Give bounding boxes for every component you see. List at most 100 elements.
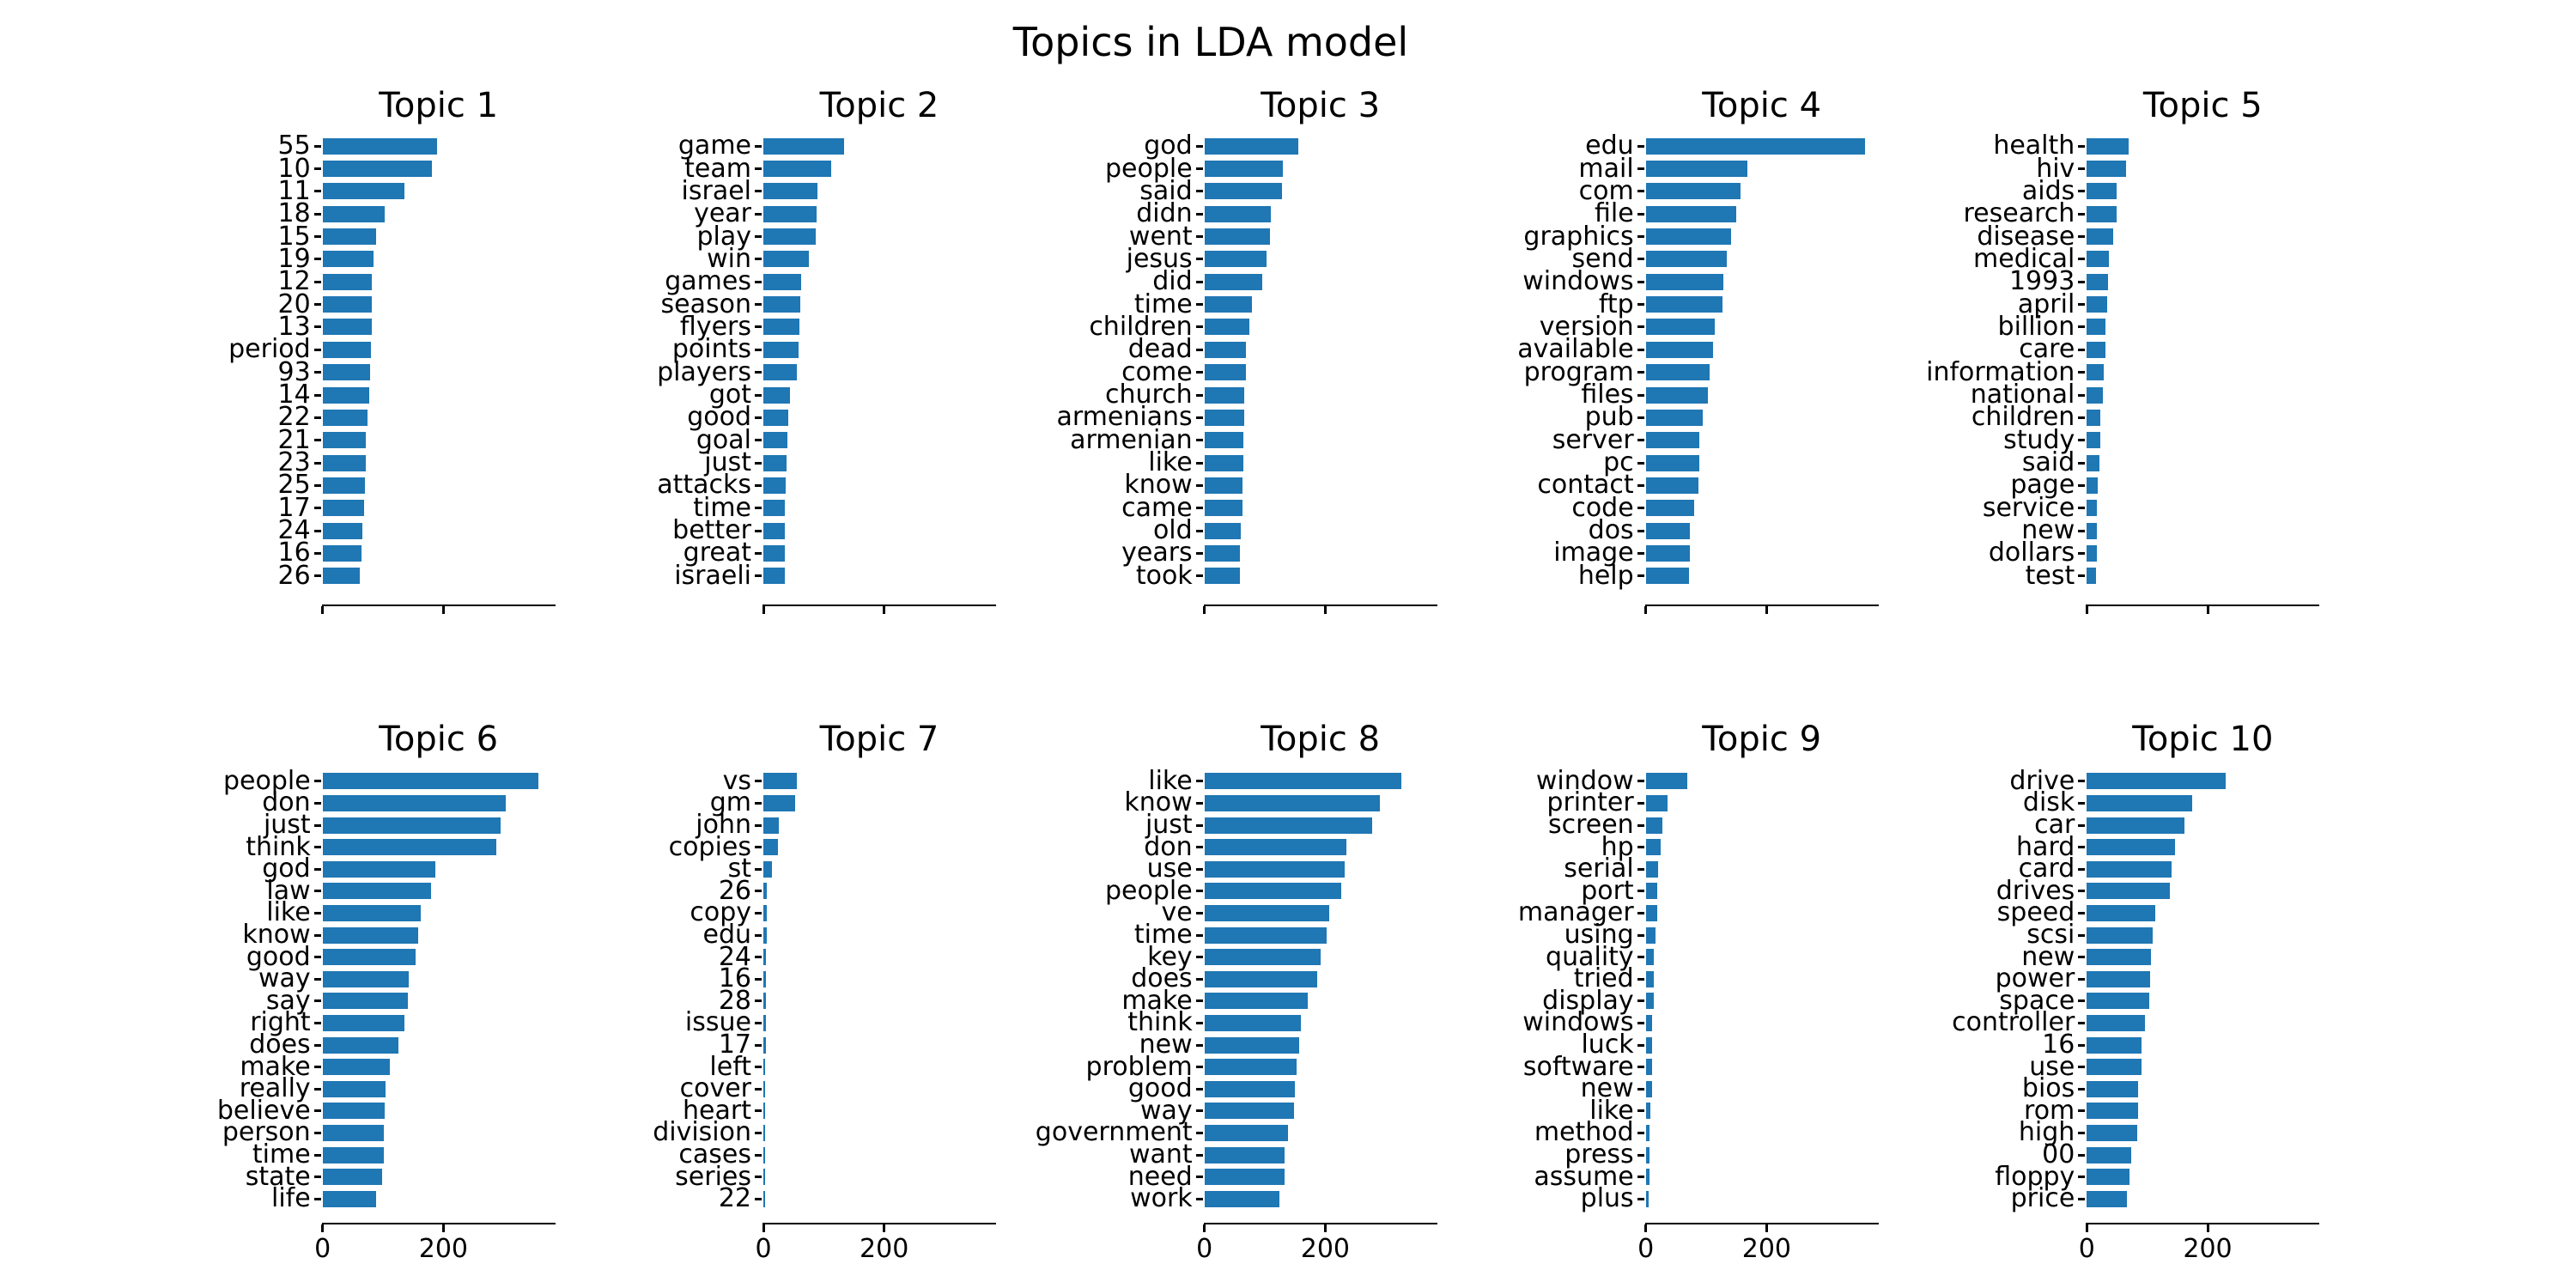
bar — [322, 1080, 386, 1097]
subplot-title: Topic 10 — [2132, 720, 2274, 759]
word-label: ftp — [1598, 289, 1634, 319]
bar — [322, 1036, 398, 1054]
word-label: series — [675, 1161, 751, 1192]
word-label: 12 — [277, 266, 311, 297]
x-tick-mark — [1323, 1224, 1327, 1232]
bar — [1645, 794, 1668, 811]
bar — [1204, 1124, 1289, 1141]
bar — [322, 927, 418, 944]
bar — [1204, 522, 1241, 539]
x-tick-mark — [2206, 606, 2209, 614]
bar — [763, 544, 785, 562]
y-tick-mark — [1195, 574, 1203, 578]
word-label: method — [1534, 1117, 1634, 1148]
y-tick-mark — [1637, 1153, 1644, 1157]
word-label: children — [1971, 402, 2075, 433]
word-label: send — [1571, 243, 1634, 274]
bar — [1645, 904, 1658, 921]
y-tick-mark — [313, 212, 321, 216]
y-tick-mark — [1637, 999, 1644, 1003]
word-label: 1993 — [2008, 266, 2075, 297]
word-label: use — [2029, 1051, 2075, 1082]
word-label: 16 — [718, 963, 751, 994]
bar — [1204, 817, 1372, 834]
word-label: 17 — [277, 492, 311, 523]
word-label: state — [245, 1161, 311, 1192]
word-label: make — [240, 1051, 311, 1082]
bar — [1645, 839, 1661, 856]
bar — [2087, 1103, 2139, 1120]
word-label: controller — [1952, 1007, 2075, 1038]
bar — [1204, 544, 1241, 562]
bar — [1204, 364, 1247, 381]
word-label: com — [1578, 175, 1634, 206]
y-tick-mark — [1637, 1109, 1644, 1113]
bar — [322, 1124, 385, 1141]
bar — [2087, 205, 2117, 222]
bar — [322, 1146, 385, 1163]
subplot-title: Topic 1 — [379, 86, 499, 125]
word-label: god — [1144, 131, 1193, 161]
y-tick-mark — [1637, 1043, 1644, 1047]
word-label: bios — [2021, 1073, 2075, 1104]
y-tick-mark — [755, 280, 762, 283]
word-label: left — [709, 1051, 751, 1082]
y-tick-mark — [1637, 574, 1644, 578]
y-tick-mark — [1195, 890, 1203, 893]
word-label: children — [1089, 311, 1193, 342]
y-tick-mark — [755, 846, 762, 849]
bar — [322, 839, 496, 856]
y-tick-mark — [755, 1021, 762, 1024]
word-label: new — [2021, 515, 2075, 546]
word-label: window — [1535, 765, 1634, 796]
bar — [1645, 454, 1700, 471]
bar — [1645, 1169, 1649, 1186]
bar — [1204, 839, 1346, 856]
bar — [763, 205, 817, 222]
bar — [322, 1014, 404, 1031]
bar — [763, 477, 787, 494]
word-label: armenians — [1056, 402, 1193, 433]
subplot-title: Topic 8 — [1261, 720, 1381, 759]
y-tick-mark — [755, 303, 762, 307]
word-label: 24 — [277, 515, 311, 546]
bar — [763, 341, 799, 358]
word-label: person — [222, 1117, 311, 1148]
bar — [322, 544, 361, 562]
bar — [322, 904, 422, 921]
y-tick-mark — [2078, 1087, 2086, 1091]
word-label: tried — [1573, 963, 1634, 994]
word-label: drive — [2009, 765, 2075, 796]
word-label: came — [1121, 492, 1193, 523]
word-label: god — [262, 854, 311, 884]
y-tick-mark — [1637, 483, 1644, 487]
word-label: issue — [684, 1007, 751, 1038]
word-label: israel — [681, 175, 751, 206]
y-tick-mark — [1637, 235, 1644, 239]
x-axis-line — [1203, 605, 1437, 606]
word-label: dead — [1127, 334, 1193, 365]
word-label: power — [1995, 963, 2075, 994]
bar — [2087, 993, 2149, 1010]
subplot-title: Topic 7 — [819, 720, 939, 759]
word-label: took — [1135, 560, 1193, 591]
y-tick-mark — [1637, 801, 1644, 805]
bar — [1204, 1190, 1279, 1207]
word-label: research — [1963, 198, 2075, 229]
word-label: just — [263, 810, 311, 840]
bar — [2087, 1036, 2142, 1054]
y-tick-mark — [1637, 371, 1644, 374]
bar — [2087, 183, 2117, 200]
y-tick-mark — [1637, 461, 1644, 465]
bar — [322, 137, 438, 155]
word-label: don — [1144, 831, 1193, 862]
y-tick-mark — [755, 439, 762, 442]
bar — [1645, 296, 1723, 313]
word-label: like — [1148, 447, 1193, 478]
y-tick-mark — [1195, 1109, 1203, 1113]
y-tick-mark — [1637, 258, 1644, 261]
bar — [1204, 409, 1245, 426]
y-tick-mark — [313, 371, 321, 374]
y-tick-mark — [1637, 190, 1644, 193]
x-tick-mark — [2206, 1224, 2209, 1232]
